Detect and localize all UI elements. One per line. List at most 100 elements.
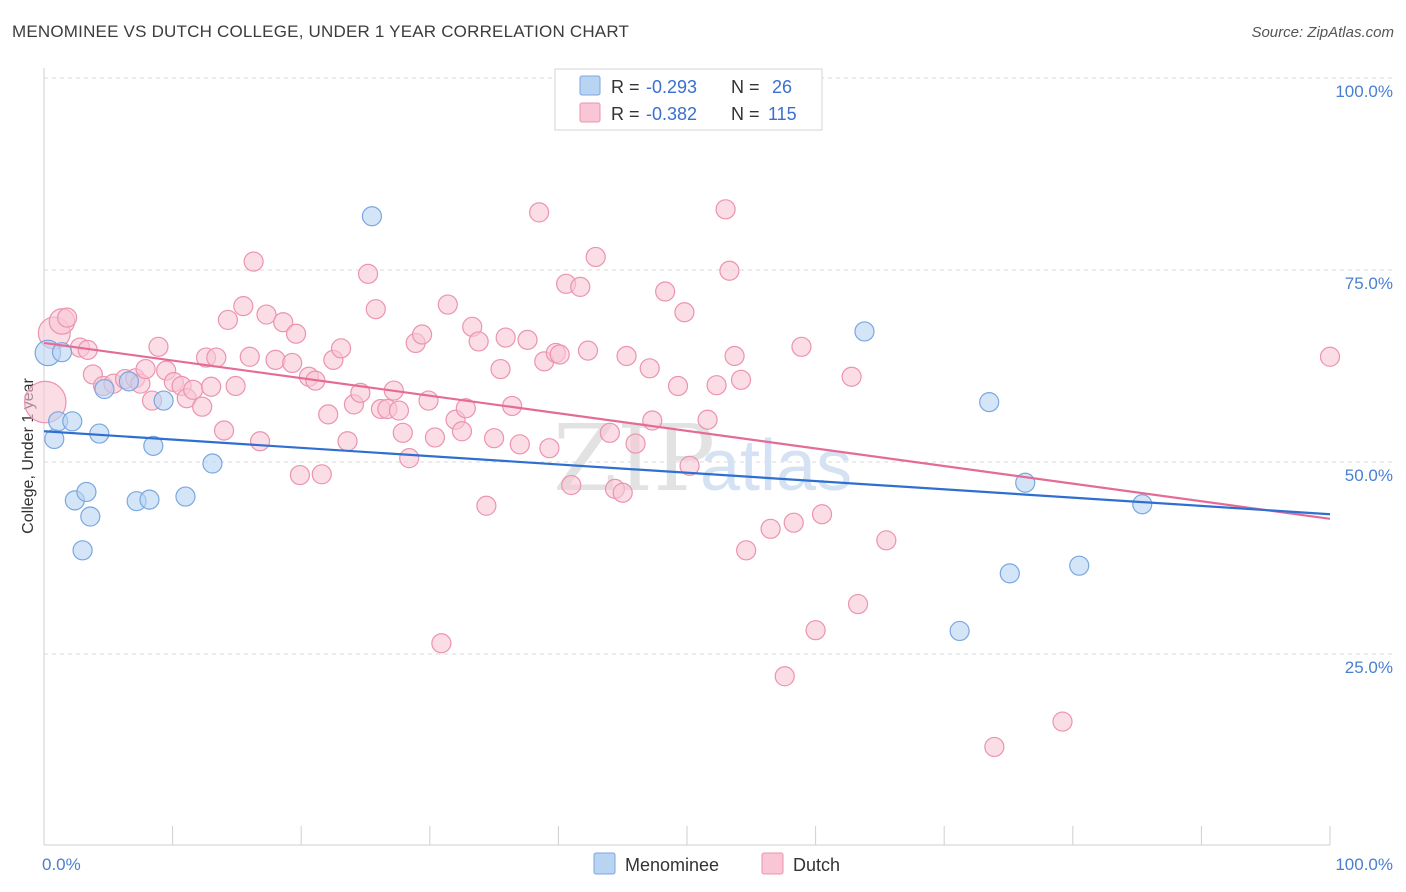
point-menominee bbox=[999, 563, 1020, 584]
point-dutch bbox=[206, 347, 227, 368]
point-dutch bbox=[667, 375, 689, 397]
bottom-legend-swatch-menominee bbox=[593, 852, 616, 875]
point-dutch bbox=[484, 428, 505, 449]
point-dutch bbox=[135, 358, 156, 380]
point-dutch bbox=[273, 312, 294, 333]
x-tick-label: 100.0% bbox=[1335, 855, 1393, 874]
point-dutch bbox=[599, 422, 620, 443]
y-tick-label: 25.0% bbox=[1345, 658, 1393, 677]
legend-swatch-menominee bbox=[579, 75, 601, 96]
point-dutch bbox=[285, 323, 307, 344]
point-menominee bbox=[94, 378, 115, 400]
point-dutch bbox=[715, 199, 736, 220]
chart-title: MENOMINEE VS DUTCH COLLEGE, UNDER 1 YEAR… bbox=[12, 22, 630, 41]
trend-line-menominee bbox=[43, 430, 1331, 516]
point-dutch bbox=[183, 379, 204, 400]
point-dutch bbox=[760, 518, 781, 539]
point-menominee bbox=[854, 321, 875, 342]
point-dutch bbox=[1319, 346, 1341, 367]
point-dutch bbox=[517, 329, 538, 350]
point-dutch bbox=[217, 309, 238, 331]
point-dutch bbox=[192, 396, 213, 417]
point-dutch bbox=[239, 346, 260, 367]
point-dutch bbox=[612, 482, 633, 503]
point-menominee bbox=[118, 371, 139, 392]
point-dutch bbox=[388, 400, 410, 421]
point-dutch bbox=[811, 504, 833, 525]
bottom-legend-swatch-dutch bbox=[761, 852, 784, 875]
point-menominee bbox=[139, 489, 160, 510]
point-menominee bbox=[175, 486, 196, 507]
point-dutch bbox=[495, 327, 516, 348]
top-legend: R = -0.293 N = 26 R = -0.382 N = 115 bbox=[554, 68, 823, 131]
point-menominee bbox=[979, 391, 1000, 413]
point-dutch bbox=[984, 736, 1005, 758]
y-tick-label: 75.0% bbox=[1345, 274, 1393, 293]
x-tick-labels: 0.0% 100.0% bbox=[42, 855, 1393, 874]
point-menominee bbox=[51, 342, 73, 363]
point-dutch bbox=[357, 263, 379, 284]
point-dutch bbox=[256, 304, 277, 325]
point-dutch bbox=[311, 464, 332, 485]
point-menominee bbox=[80, 506, 101, 527]
point-menominee bbox=[153, 390, 174, 411]
legend-n-value: 26 bbox=[772, 77, 792, 97]
point-dutch bbox=[791, 336, 812, 357]
point-dutch bbox=[674, 302, 695, 323]
point-dutch bbox=[529, 202, 550, 223]
point-dutch bbox=[841, 366, 862, 387]
point-dutch bbox=[437, 294, 458, 315]
point-dutch bbox=[561, 474, 582, 496]
legend-swatch-dutch bbox=[579, 102, 601, 123]
point-dutch bbox=[539, 438, 560, 459]
point-dutch bbox=[201, 376, 222, 397]
point-dutch bbox=[625, 433, 646, 454]
point-dutch bbox=[411, 324, 433, 345]
y-tick-labels: 100.0% 75.0% 50.0% 25.0% bbox=[1335, 82, 1393, 677]
point-dutch bbox=[679, 455, 700, 476]
point-dutch bbox=[213, 420, 235, 441]
x-tick-label: 0.0% bbox=[42, 855, 81, 874]
point-dutch bbox=[1052, 711, 1073, 732]
point-dutch bbox=[616, 345, 637, 367]
point-menominee bbox=[143, 435, 164, 456]
point-dutch bbox=[724, 345, 745, 367]
point-dutch bbox=[468, 331, 489, 352]
point-dutch bbox=[243, 251, 264, 272]
point-menominee bbox=[1132, 494, 1153, 515]
point-dutch bbox=[350, 382, 371, 403]
point-dutch bbox=[57, 307, 78, 328]
point-dutch bbox=[282, 352, 303, 374]
point-dutch bbox=[476, 495, 497, 516]
point-dutch bbox=[249, 431, 271, 452]
bottom-legend: Menominee Dutch bbox=[593, 852, 840, 875]
legend-r-label: R = bbox=[611, 104, 640, 124]
point-dutch bbox=[876, 530, 897, 551]
legend-n-label: N = bbox=[731, 77, 760, 97]
point-menominee bbox=[1069, 555, 1090, 576]
legend-n-value: 115 bbox=[768, 104, 797, 124]
point-dutch bbox=[318, 404, 339, 425]
trend-line-dutch bbox=[43, 341, 1331, 520]
point-dutch bbox=[730, 369, 752, 390]
source-label: Source: ZipAtlas.com bbox=[1251, 24, 1394, 41]
point-dutch bbox=[455, 398, 476, 419]
point-dutch bbox=[577, 340, 599, 361]
point-dutch bbox=[431, 633, 452, 654]
y-tick-label: 100.0% bbox=[1335, 82, 1393, 101]
point-dutch bbox=[509, 434, 530, 455]
point-dutch bbox=[148, 336, 169, 357]
bottom-legend-label-dutch: Dutch bbox=[793, 855, 840, 875]
point-dutch bbox=[847, 593, 869, 615]
x-tick-marks bbox=[43, 826, 1331, 845]
point-dutch bbox=[265, 349, 286, 370]
point-dutch bbox=[774, 666, 795, 687]
legend-r-label: R = bbox=[611, 77, 640, 97]
legend-r-value: -0.293 bbox=[646, 77, 697, 97]
legend-r-value: -0.382 bbox=[646, 104, 697, 124]
legend-n-label: N = bbox=[731, 104, 760, 124]
data-points bbox=[23, 199, 1341, 758]
point-dutch bbox=[570, 276, 591, 297]
point-dutch bbox=[639, 358, 660, 379]
point-dutch bbox=[399, 448, 420, 469]
